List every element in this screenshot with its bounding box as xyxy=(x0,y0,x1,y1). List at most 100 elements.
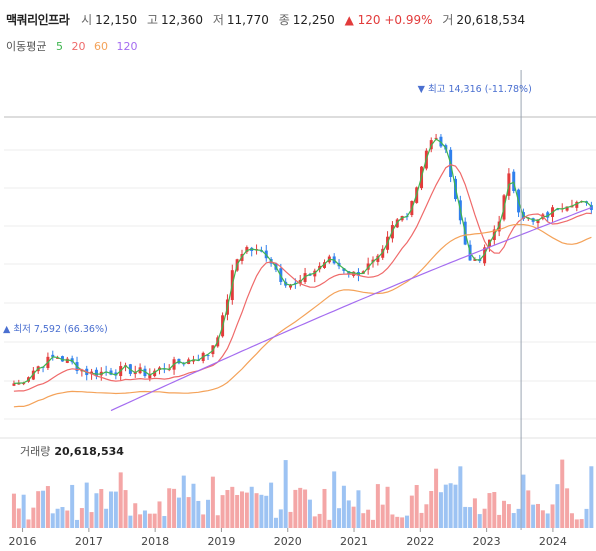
ma-120-line xyxy=(110,206,592,412)
volume-bar xyxy=(16,508,21,528)
ma-20-line xyxy=(13,164,592,392)
candle xyxy=(512,169,516,194)
volume-bar xyxy=(181,475,186,528)
volume-bar xyxy=(210,476,215,528)
candle-body xyxy=(381,248,385,258)
x-tick-label: 2023 xyxy=(473,535,501,548)
candle-body xyxy=(303,273,307,282)
volume-bar xyxy=(346,500,351,528)
volume-bar xyxy=(11,493,16,528)
volume-bar xyxy=(26,519,31,528)
volume-bar xyxy=(206,499,211,528)
volume-bar xyxy=(239,491,244,528)
volume-bar xyxy=(273,517,278,528)
ma-5-label[interactable]: 5 xyxy=(55,40,63,53)
volume-label: 거 xyxy=(442,13,454,27)
candle-body xyxy=(206,355,210,357)
volume-bar xyxy=(152,513,157,528)
volume-bar xyxy=(502,500,507,528)
volume-bar xyxy=(65,510,70,528)
volume-bar xyxy=(526,490,531,528)
change-value: ▲ 120 +0.99% xyxy=(344,13,433,27)
candle-body xyxy=(51,354,55,357)
volume-bar xyxy=(259,494,264,528)
volume-bar xyxy=(477,514,482,528)
volume-bar xyxy=(424,504,429,528)
candle-body xyxy=(546,212,550,218)
volume-bar xyxy=(395,516,400,528)
volume-bar xyxy=(249,486,254,528)
ma-120-label[interactable]: 120 xyxy=(116,40,138,53)
volume-bars xyxy=(11,459,594,528)
volume-bar xyxy=(584,508,589,528)
volume-bar xyxy=(535,503,540,528)
volume-bar xyxy=(55,508,60,528)
candle-body xyxy=(148,373,152,379)
volume-bar xyxy=(414,485,419,528)
volume-bar xyxy=(361,513,366,528)
volume-bar xyxy=(463,506,468,528)
volume-bar xyxy=(215,515,220,528)
volume-bar xyxy=(186,497,191,528)
grid-lines xyxy=(0,116,596,439)
volume-panel-header: 거래량 20,618,534 xyxy=(20,444,124,460)
candle-body xyxy=(342,268,346,271)
candle-body xyxy=(153,370,157,377)
candle-body xyxy=(114,372,118,376)
volume-bar xyxy=(133,503,138,528)
ma-5-line xyxy=(13,138,592,384)
volume-bar xyxy=(298,487,303,528)
volume-bar xyxy=(176,497,181,528)
volume-bar xyxy=(269,482,274,528)
candle-body xyxy=(565,206,569,211)
volume-bar xyxy=(79,508,84,528)
volume-bar xyxy=(472,498,477,528)
volume-bar xyxy=(448,483,453,528)
volume-bar xyxy=(545,513,550,528)
x-tick-label: 2021 xyxy=(340,535,368,548)
volume-bar xyxy=(438,492,443,528)
candle xyxy=(575,200,579,212)
volume-bar xyxy=(104,508,109,528)
ma-20-label[interactable]: 20 xyxy=(71,40,86,53)
high-label: 고 xyxy=(146,13,158,27)
price-header: 맥쿼리인프라 시 12,150 고 12,360 저 11,770 종 12,250 ▲… xyxy=(6,10,531,30)
candle xyxy=(332,253,336,265)
volume-bar xyxy=(147,513,152,528)
candle-body xyxy=(512,171,516,191)
candle-body xyxy=(22,383,26,385)
volume-bar xyxy=(565,488,570,528)
candle xyxy=(483,244,487,266)
volume-bar xyxy=(434,468,439,528)
volume-bar xyxy=(70,484,75,528)
volume-bar xyxy=(574,519,579,528)
ma-60-line xyxy=(13,223,592,408)
volume-bar xyxy=(521,474,526,528)
max-price-annotation: ▼ 최고 14,316 (-11.78%) xyxy=(418,84,532,95)
candle xyxy=(60,355,64,362)
min-price-annotation: ▲ 최저 7,592 (66.36%) xyxy=(3,324,108,335)
volume-bar xyxy=(50,513,55,528)
volume-bar xyxy=(60,507,65,528)
volume-bar xyxy=(400,517,405,528)
candle xyxy=(104,365,108,376)
ma-60-label[interactable]: 60 xyxy=(93,40,108,53)
volume-bar xyxy=(162,516,167,528)
volume-bar xyxy=(312,516,317,528)
candle-body xyxy=(143,368,147,377)
volume-bar xyxy=(337,508,342,528)
x-tick-label: 2016 xyxy=(9,535,37,548)
volume-bar xyxy=(332,471,337,528)
candles xyxy=(12,133,593,387)
volume-bar xyxy=(341,485,346,528)
volume-bar xyxy=(225,490,230,528)
volume-bar xyxy=(468,507,473,528)
candle xyxy=(376,253,380,266)
volume-bar xyxy=(94,493,99,528)
candle-body xyxy=(483,247,487,264)
volume-bar xyxy=(288,511,293,528)
volume-bar xyxy=(356,490,361,528)
volume-bar xyxy=(31,507,36,528)
candle xyxy=(206,354,210,360)
